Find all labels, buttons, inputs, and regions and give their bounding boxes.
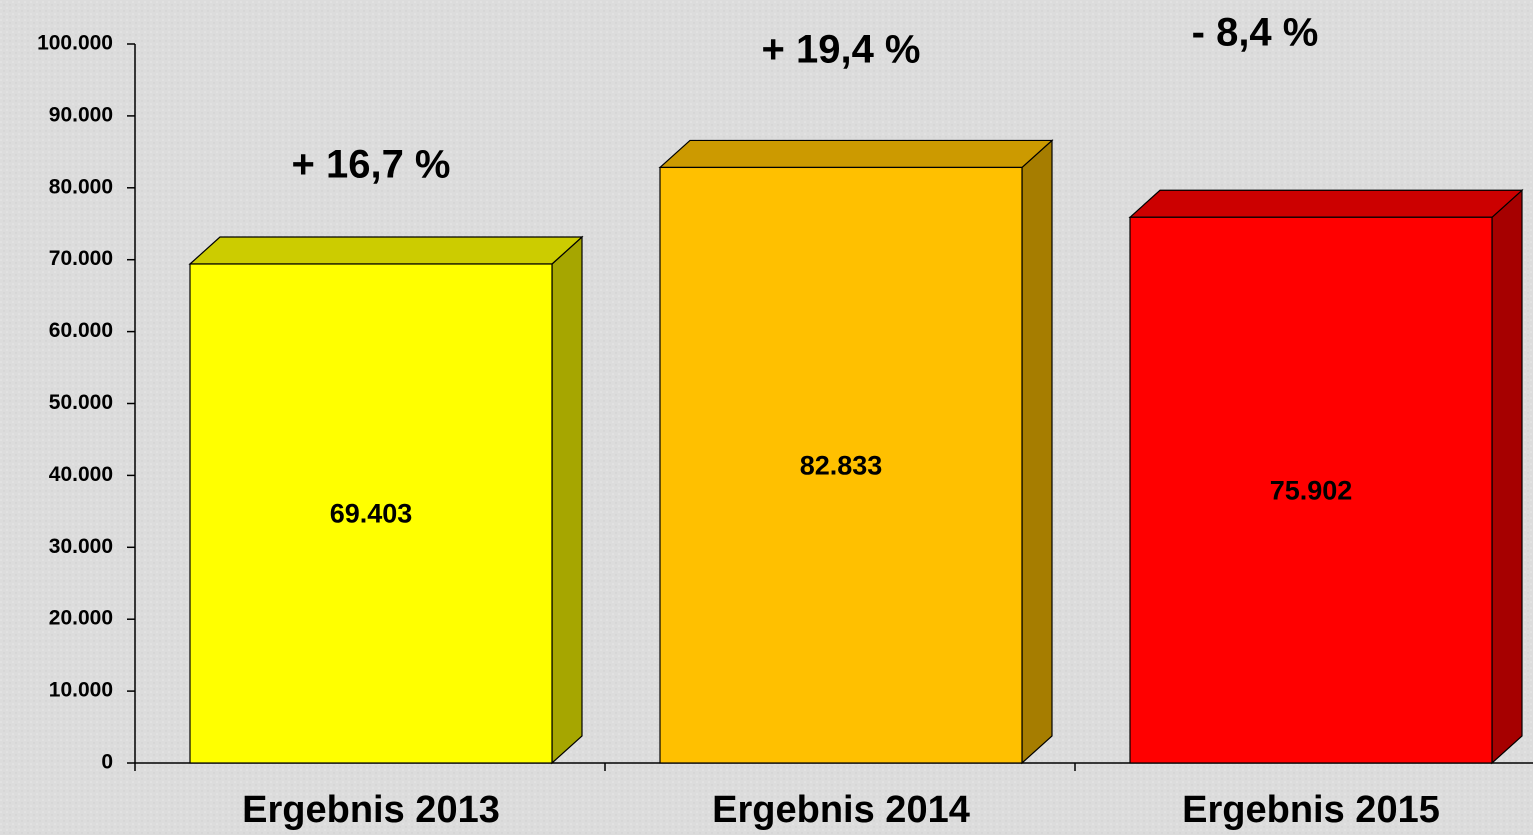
y-tick-label: 30.000 xyxy=(49,535,113,558)
value-label: 75.902 xyxy=(1270,475,1353,505)
x-tick-label: Ergebnis 2013 xyxy=(242,789,500,831)
bar-side xyxy=(551,235,583,765)
bar-side xyxy=(1021,139,1053,765)
y-tick-label: 60.000 xyxy=(49,319,113,342)
y-tick-label: 20.000 xyxy=(49,607,113,630)
annotation: - 8,4 % xyxy=(1192,11,1319,55)
y-tick-label: 40.000 xyxy=(49,463,113,486)
bar-top xyxy=(188,236,584,265)
y-tick-label: 80.000 xyxy=(49,175,113,198)
x-tick-label: Ergebnis 2014 xyxy=(712,789,970,831)
bar xyxy=(189,263,553,764)
y-tick-label: 90.000 xyxy=(49,103,113,126)
annotation: + 16,7 % xyxy=(291,143,450,187)
y-tick-label: 100.000 xyxy=(37,32,113,55)
bar-top xyxy=(1128,189,1524,218)
y-tick-label: 10.000 xyxy=(49,679,113,702)
bar-side xyxy=(1491,188,1523,765)
x-tick-label: Ergebnis 2015 xyxy=(1182,789,1440,831)
bar-top xyxy=(658,139,1054,169)
annotation: + 19,4 % xyxy=(761,28,920,72)
bar xyxy=(1129,216,1493,764)
y-tick-label: 70.000 xyxy=(49,247,113,270)
y-tick-label: 0 xyxy=(101,751,113,774)
value-label: 82.833 xyxy=(800,450,883,480)
value-label: 69.403 xyxy=(330,499,413,529)
y-tick-label: 50.000 xyxy=(49,391,113,414)
bar xyxy=(659,166,1023,764)
